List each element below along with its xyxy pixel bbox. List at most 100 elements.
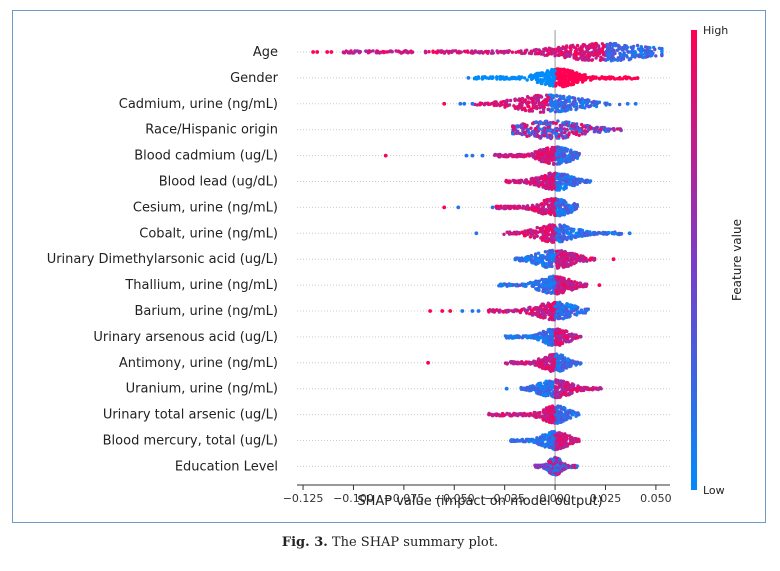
shap-point: [557, 150, 561, 154]
shap-point: [536, 178, 540, 183]
shap-point: [553, 391, 558, 396]
shap-point: [569, 257, 574, 261]
shap-outlier-point: [611, 257, 616, 262]
shap-point: [515, 154, 520, 158]
shap-point: [570, 307, 574, 311]
shap-point: [439, 49, 443, 53]
shap-point: [504, 336, 509, 340]
shap-point: [566, 226, 570, 230]
shap-point: [564, 236, 568, 240]
shap-point: [523, 50, 527, 55]
shap-point: [544, 379, 548, 383]
shap-point: [530, 176, 534, 181]
shap-point: [516, 231, 520, 235]
shap-point: [508, 98, 513, 103]
shap-point: [541, 100, 545, 104]
shap-point: [528, 334, 533, 338]
shap-point: [578, 180, 582, 185]
shap-point: [544, 100, 548, 104]
shap-point: [543, 232, 548, 237]
shap-point: [521, 128, 525, 132]
shap-point: [457, 49, 461, 54]
shap-point: [566, 358, 570, 362]
shap-point: [550, 362, 555, 366]
shap-point: [620, 46, 625, 50]
shap-point: [535, 288, 539, 292]
shap-point: [564, 340, 568, 344]
shap-point: [371, 49, 375, 53]
shap-point: [561, 368, 565, 372]
shap-point: [535, 383, 539, 387]
shap-point: [427, 50, 431, 54]
shap-point: [540, 206, 545, 211]
shap-point: [536, 72, 540, 77]
shap-outlier-point: [462, 101, 467, 106]
shap-point: [616, 58, 620, 62]
shap-point: [593, 76, 597, 80]
shap-point: [522, 76, 527, 80]
shap-point: [562, 96, 566, 101]
shap-point: [552, 75, 556, 79]
shap-point: [585, 259, 589, 263]
shap-point: [548, 283, 553, 288]
shap-point: [542, 255, 546, 260]
shap-point: [517, 50, 521, 54]
shap-point: [537, 314, 542, 318]
shap-point: [548, 102, 552, 107]
shap-point: [617, 102, 622, 107]
shap-point: [531, 121, 535, 126]
shap-point: [510, 50, 515, 54]
shap-point: [583, 132, 587, 136]
shap-point: [576, 386, 581, 390]
feature-row-dots: [311, 41, 664, 63]
shap-point: [546, 125, 550, 129]
shap-point: [583, 180, 587, 184]
shap-point: [528, 235, 533, 239]
shap-point: [550, 108, 554, 112]
shap-point: [529, 229, 533, 233]
shap-point: [556, 185, 560, 189]
shap-point: [511, 125, 515, 129]
shap-point: [558, 405, 562, 409]
shap-point: [544, 201, 549, 205]
shap-point: [611, 127, 616, 131]
shap-point: [571, 207, 575, 212]
shap-point: [577, 52, 581, 56]
shap-point: [604, 102, 608, 106]
shap-point: [565, 154, 570, 159]
shap-outlier-point: [466, 76, 471, 80]
shap-point: [545, 227, 549, 232]
shap-point: [550, 148, 554, 152]
feature-row-dots: [442, 197, 579, 218]
shap-point: [548, 79, 552, 83]
shap-point: [564, 120, 569, 124]
shap-point: [560, 277, 564, 281]
shap-point: [534, 183, 538, 187]
shap-point: [534, 176, 538, 180]
shap-point: [540, 103, 544, 107]
shap-point: [484, 49, 488, 54]
shap-point: [558, 235, 562, 240]
shap-point: [548, 184, 552, 189]
shap-point: [561, 388, 565, 392]
shap-outlier-point: [476, 309, 481, 313]
shap-point: [593, 129, 597, 133]
shap-point: [635, 43, 640, 48]
shap-point: [547, 390, 551, 394]
shap-outlier-point: [625, 101, 630, 106]
shap-point: [602, 127, 606, 132]
shap-point: [560, 72, 564, 76]
shap-point: [564, 160, 568, 164]
shap-point: [569, 70, 573, 74]
shap-point: [595, 52, 599, 57]
shap-point: [504, 179, 508, 184]
shap-point: [538, 154, 543, 159]
shap-point: [565, 80, 569, 84]
shap-point: [559, 147, 563, 151]
shap-point: [580, 129, 585, 133]
shap-point: [549, 100, 553, 104]
shap-point: [519, 308, 524, 312]
shap-point: [524, 360, 528, 364]
shap-point: [597, 100, 602, 104]
shap-point: [553, 395, 557, 400]
